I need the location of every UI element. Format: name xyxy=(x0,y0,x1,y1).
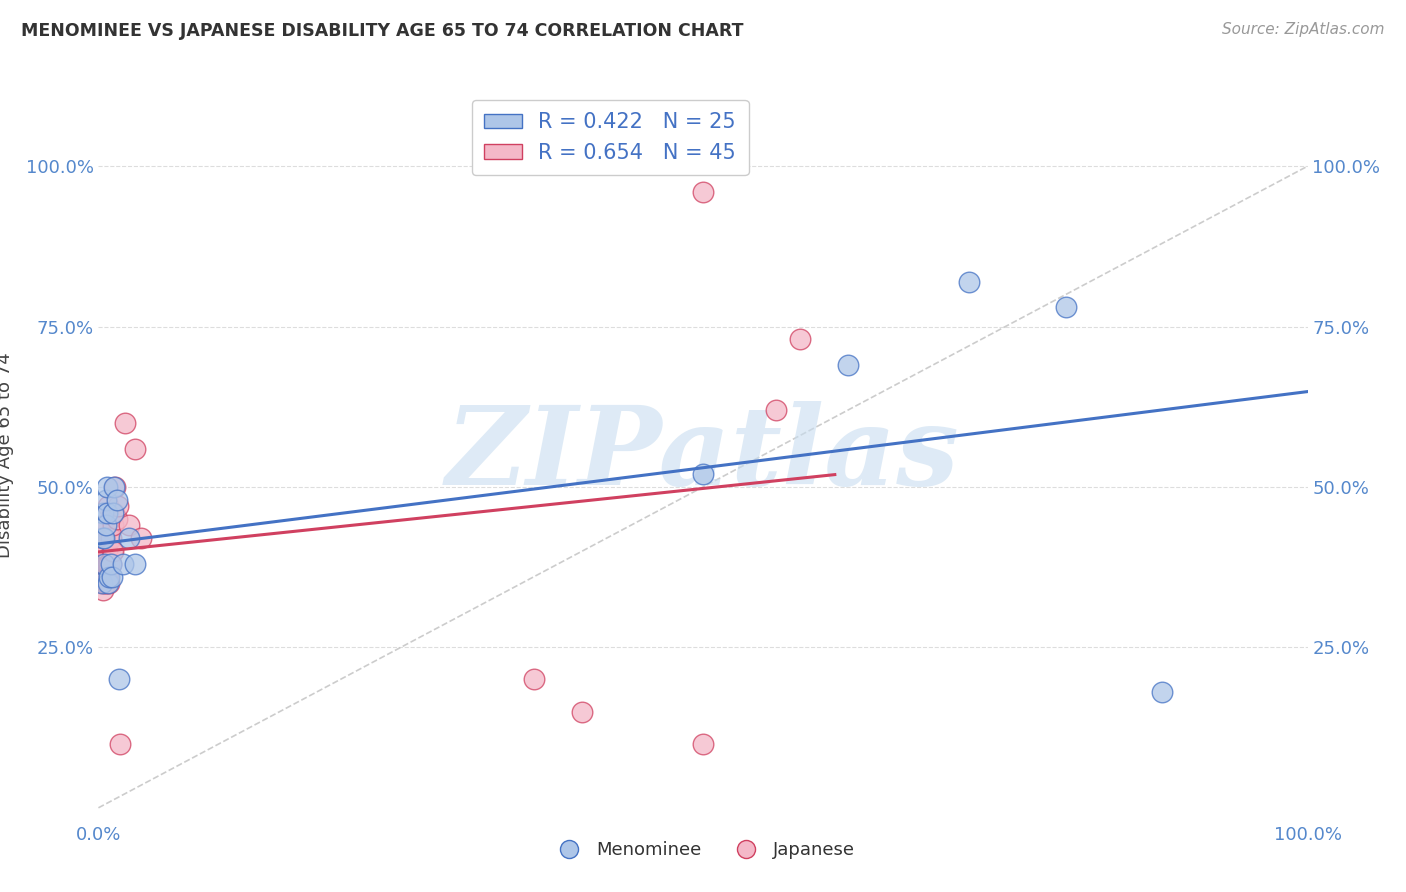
Point xyxy=(100,506,122,520)
Point xyxy=(100,532,122,546)
Point xyxy=(96,544,118,558)
Point xyxy=(96,506,118,520)
Point xyxy=(94,538,117,552)
Point xyxy=(98,570,121,584)
Point xyxy=(98,532,121,546)
Point xyxy=(94,492,117,507)
Point xyxy=(97,500,120,514)
Legend: Menominee, Japanese: Menominee, Japanese xyxy=(544,834,862,866)
Point xyxy=(103,480,125,494)
Point xyxy=(93,532,115,546)
Point xyxy=(91,532,114,546)
Point xyxy=(111,557,134,571)
Point xyxy=(129,532,152,546)
Point xyxy=(103,506,125,520)
Point xyxy=(118,518,141,533)
Point xyxy=(91,532,114,546)
Point xyxy=(1054,301,1077,315)
Point xyxy=(118,532,141,546)
Point xyxy=(100,544,122,558)
Point xyxy=(837,358,859,372)
Point xyxy=(105,492,128,507)
Point xyxy=(96,570,118,584)
Point xyxy=(108,673,131,687)
Point xyxy=(1152,685,1174,699)
Point xyxy=(100,570,122,584)
Point xyxy=(93,518,115,533)
Point xyxy=(100,557,122,571)
Point xyxy=(957,275,980,289)
Point xyxy=(98,557,121,571)
Point xyxy=(765,403,787,417)
Point xyxy=(100,557,122,571)
Point xyxy=(104,480,127,494)
Point xyxy=(90,576,112,591)
Point xyxy=(91,576,114,591)
Point xyxy=(571,705,593,719)
Point xyxy=(91,557,114,571)
Point xyxy=(692,467,714,482)
Point xyxy=(94,576,117,591)
Point xyxy=(124,442,146,456)
Text: Source: ZipAtlas.com: Source: ZipAtlas.com xyxy=(1222,22,1385,37)
Point xyxy=(93,557,115,571)
Point xyxy=(692,185,714,199)
Point xyxy=(94,557,117,571)
Point xyxy=(91,557,114,571)
Point xyxy=(114,416,136,430)
Text: MENOMINEE VS JAPANESE DISABILITY AGE 65 TO 74 CORRELATION CHART: MENOMINEE VS JAPANESE DISABILITY AGE 65 … xyxy=(21,22,744,40)
Point xyxy=(101,518,124,533)
Point xyxy=(96,557,118,571)
Point xyxy=(93,576,115,591)
Point xyxy=(97,532,120,546)
Point xyxy=(789,333,811,347)
Point xyxy=(108,737,131,751)
Point xyxy=(91,582,114,597)
Point xyxy=(93,557,115,571)
Text: ZIPatlas: ZIPatlas xyxy=(446,401,960,508)
Point xyxy=(97,570,120,584)
Point xyxy=(97,557,120,571)
Point xyxy=(124,557,146,571)
Point xyxy=(105,512,128,526)
Point xyxy=(107,500,129,514)
Point xyxy=(94,518,117,533)
Y-axis label: Disability Age 65 to 74: Disability Age 65 to 74 xyxy=(0,352,14,558)
Point xyxy=(101,544,124,558)
Point xyxy=(101,506,124,520)
Point xyxy=(96,480,118,494)
Point xyxy=(96,518,118,533)
Point xyxy=(91,506,114,520)
Point xyxy=(692,737,714,751)
Point xyxy=(94,518,117,533)
Point xyxy=(91,570,114,584)
Point xyxy=(523,673,546,687)
Point xyxy=(97,576,120,591)
Point xyxy=(98,576,121,591)
